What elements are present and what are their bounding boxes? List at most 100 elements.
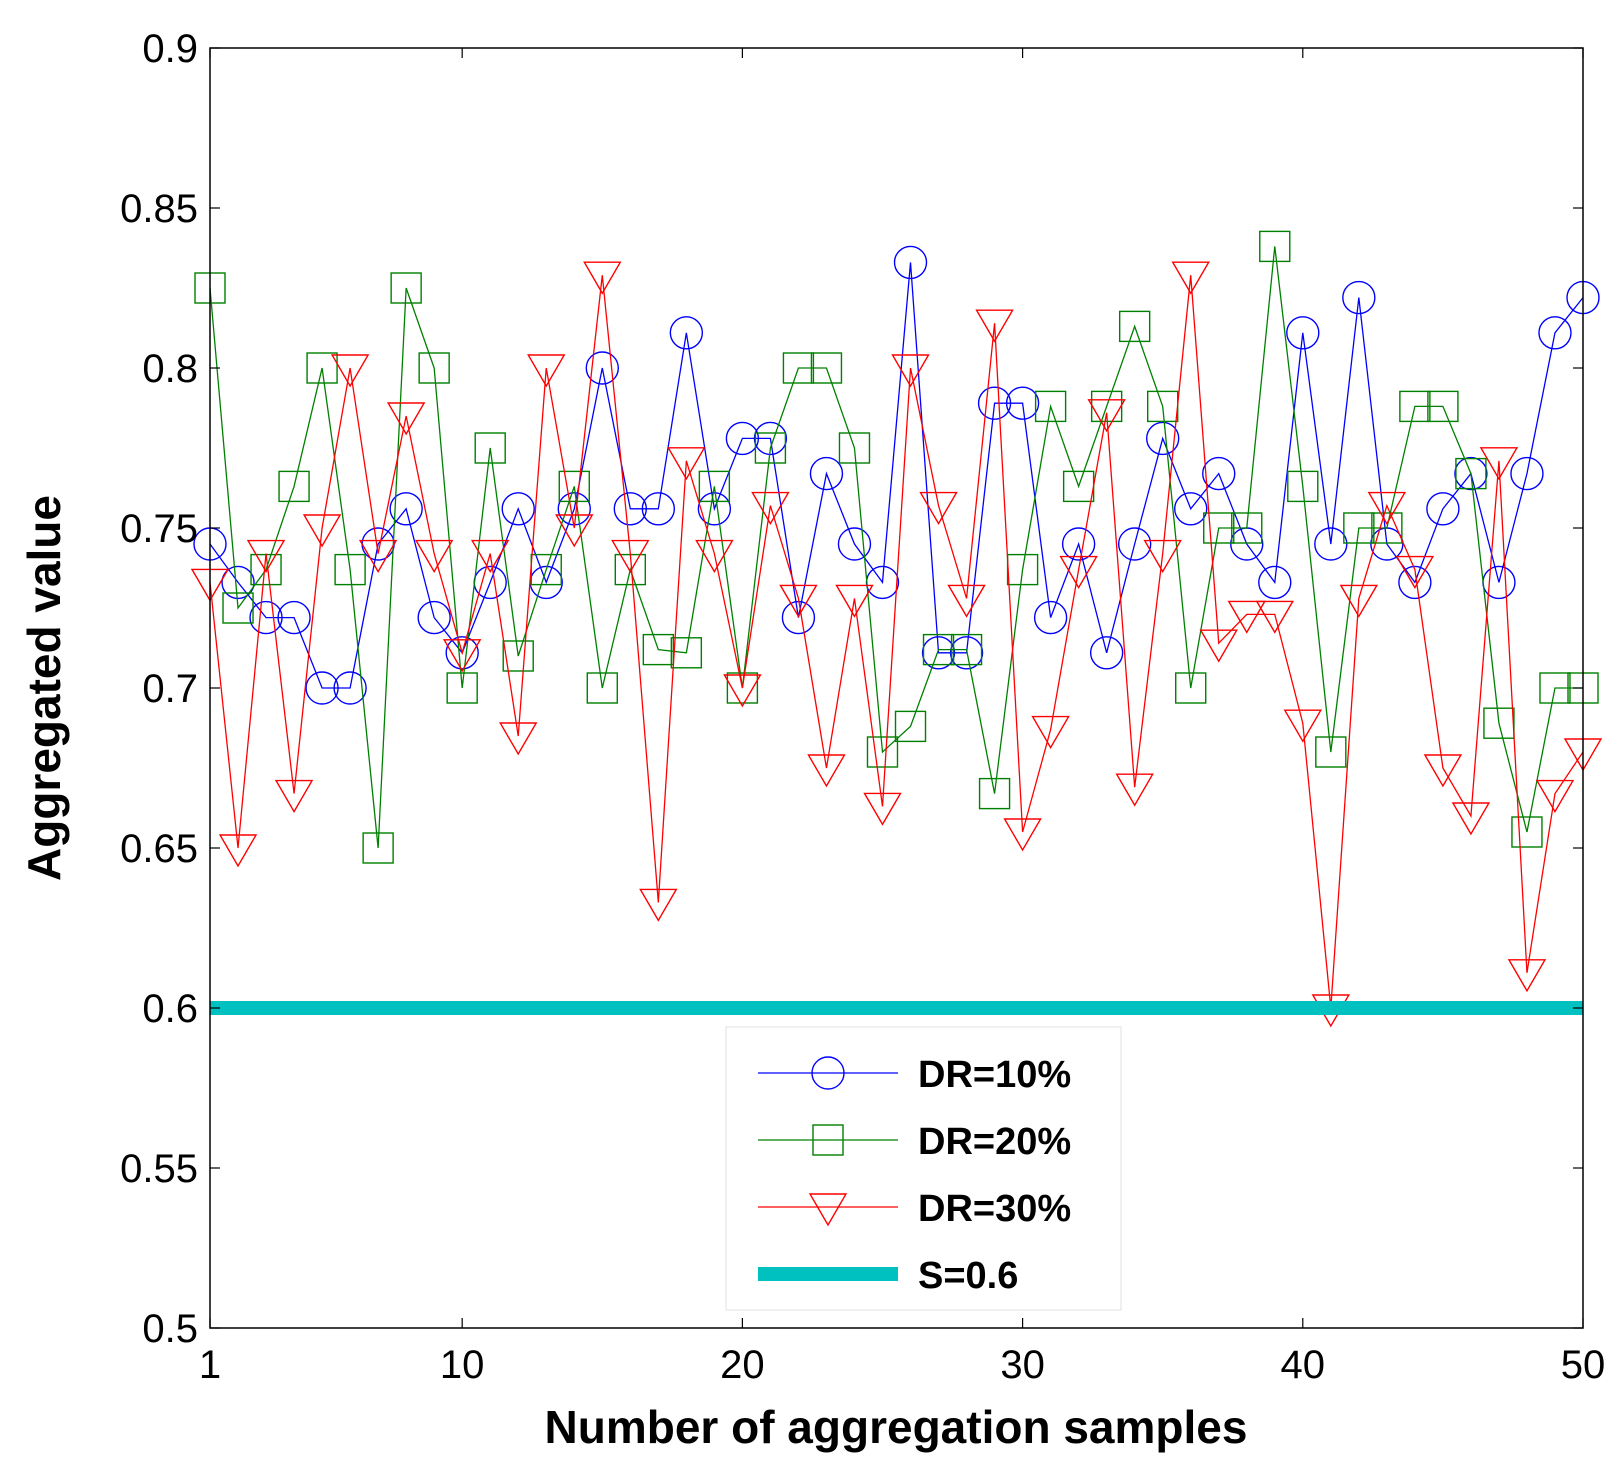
series-1-point <box>1174 492 1208 526</box>
series-2-point <box>1427 390 1459 423</box>
series-3-point <box>414 539 454 573</box>
series-1-point <box>1145 421 1180 456</box>
legend-box <box>725 1026 1122 1311</box>
series-3-point <box>1227 600 1266 634</box>
series-3-point <box>919 491 958 525</box>
series-1-point <box>1510 456 1544 491</box>
series-3-point <box>975 309 1014 343</box>
series-2-point <box>502 640 534 672</box>
series-2-point <box>278 470 310 503</box>
series-3-point <box>499 722 538 756</box>
series-1-point <box>1005 386 1040 420</box>
series-3-point <box>302 514 342 548</box>
tick-layer: 0.5 0.55 0.6 0.65 0.7 0.75 0.8 0.85 0.9 1 10 20 30 40… <box>120 27 1605 1387</box>
series-1-point <box>1061 527 1096 561</box>
series-3-point <box>751 491 790 525</box>
x-tick-label: 40 <box>1281 1343 1326 1387</box>
series-1-point <box>1398 565 1432 600</box>
series-1-point <box>809 456 844 491</box>
series-3-point <box>1003 818 1042 852</box>
series-2-point <box>1175 672 1207 704</box>
series-2-point <box>838 432 871 464</box>
series-2-point <box>334 553 366 586</box>
x-axis-title: Number of aggregation samples <box>545 1401 1248 1453</box>
series-2-point <box>558 470 590 503</box>
series-1-point <box>305 671 339 705</box>
series-3-point <box>330 354 370 388</box>
series-3-point <box>863 792 902 826</box>
series-2-point <box>1511 816 1543 848</box>
series-1-point <box>417 600 451 635</box>
series-2-point <box>810 352 843 384</box>
series-3-point <box>611 539 650 573</box>
series-2-line <box>209 246 1583 849</box>
series-1-point <box>1033 600 1068 635</box>
series-1-point <box>641 492 676 526</box>
y-tick-label: 0.5 <box>142 1307 198 1351</box>
legend-series-1: DR=10% <box>758 1054 1071 1096</box>
series-3-point <box>358 539 398 573</box>
legend-series-2-label: DR=20% <box>918 1121 1071 1163</box>
series-3-point <box>947 584 986 618</box>
series-3-point <box>723 674 762 708</box>
y-tick-label: 0.65 <box>120 827 198 871</box>
legend-series-1-marker <box>811 1056 845 1090</box>
series-1-point <box>1258 565 1292 600</box>
series-2-point <box>1118 310 1151 343</box>
y-tick-label: 0.7 <box>142 667 198 711</box>
series-2-point <box>978 777 1011 810</box>
series-3-point <box>1339 584 1379 618</box>
series-3-point <box>555 514 594 548</box>
series-1-point <box>1314 527 1348 561</box>
series-2-point <box>222 592 254 624</box>
series-3-point <box>1059 555 1098 589</box>
series-3-point <box>639 888 678 922</box>
series-3-point <box>779 584 818 618</box>
series-2-point <box>1315 736 1347 768</box>
legend-series-3: DR=30% <box>758 1188 1071 1230</box>
x-tick-label: 30 <box>1000 1343 1045 1387</box>
x-tick-label: 20 <box>720 1343 765 1387</box>
series-2-point <box>894 710 927 743</box>
series-2-point <box>1455 457 1487 490</box>
series-2-point <box>1259 230 1291 263</box>
series-3-point <box>807 754 846 788</box>
series-1-point <box>221 565 255 600</box>
series-3-point <box>274 779 314 813</box>
series-2-point <box>418 352 450 384</box>
series-2-point <box>1231 512 1263 544</box>
y-tick-label: 0.8 <box>142 347 198 391</box>
series-3-point <box>1143 539 1182 573</box>
series-2-point <box>390 272 422 304</box>
series-3-point <box>1535 779 1575 813</box>
series-3-point <box>1507 959 1547 993</box>
x-tick-label: 1 <box>199 1343 221 1387</box>
series-1-point <box>753 421 788 456</box>
y-tick-label: 0.9 <box>142 27 198 71</box>
series-3-point <box>1087 399 1126 433</box>
series-3-point <box>527 354 566 388</box>
y-axis-title: Aggregated value <box>18 495 70 881</box>
series-1-point <box>613 492 648 526</box>
series-3 <box>190 261 1603 1028</box>
series-1-point <box>1342 280 1376 315</box>
series-3-point <box>386 402 426 436</box>
series-2-point <box>950 633 983 666</box>
legend-series-2: DR=20% <box>758 1121 1071 1163</box>
series-3-point <box>667 447 706 481</box>
series-3-point <box>1479 447 1519 481</box>
series-2-point <box>1399 390 1431 423</box>
series-2-point <box>670 637 703 669</box>
legend-threshold: S=0.6 <box>758 1255 1018 1297</box>
series-2-point <box>866 736 899 768</box>
series-1-point <box>1202 456 1236 491</box>
series-2-point <box>1371 512 1403 544</box>
series-1-point <box>977 386 1012 420</box>
x-tick-label: 10 <box>440 1343 485 1387</box>
series-3-point <box>1031 715 1070 749</box>
series-1-point <box>893 245 928 280</box>
series-3-line <box>209 275 1584 1009</box>
series-3-point <box>1199 629 1238 663</box>
legend: DR=10% DR=20% DR=30% S=0.6 <box>725 1026 1122 1311</box>
